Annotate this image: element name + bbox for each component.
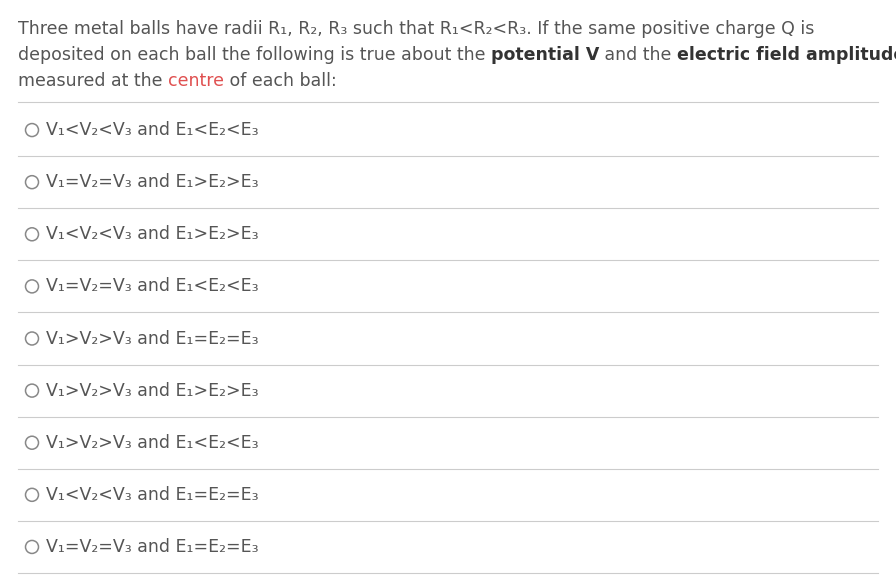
- Text: Three metal balls have radii R₁, R₂, R₃ such that R₁<R₂<R₃. If the same positive: Three metal balls have radii R₁, R₂, R₃ …: [18, 20, 814, 38]
- Text: V₁=V₂=V₃ and E₁<E₂<E₃: V₁=V₂=V₃ and E₁<E₂<E₃: [47, 277, 259, 295]
- Text: electric field amplitude E: electric field amplitude E: [677, 46, 896, 64]
- Text: of each ball:: of each ball:: [224, 72, 337, 90]
- Text: centre: centre: [168, 72, 224, 90]
- Text: V₁<V₂<V₃ and E₁<E₂<E₃: V₁<V₂<V₃ and E₁<E₂<E₃: [47, 121, 259, 139]
- Text: V₁<V₂<V₃ and E₁=E₂=E₃: V₁<V₂<V₃ and E₁=E₂=E₃: [47, 486, 259, 504]
- Text: V₁=V₂=V₃ and E₁>E₂>E₃: V₁=V₂=V₃ and E₁>E₂>E₃: [47, 173, 259, 191]
- Text: V₁>V₂>V₃ and E₁<E₂<E₃: V₁>V₂>V₃ and E₁<E₂<E₃: [47, 434, 259, 451]
- Text: potential V: potential V: [491, 46, 599, 64]
- Text: V₁=V₂=V₃ and E₁=E₂=E₃: V₁=V₂=V₃ and E₁=E₂=E₃: [47, 538, 259, 556]
- Text: measured at the: measured at the: [18, 72, 168, 90]
- Text: V₁>V₂>V₃ and E₁=E₂=E₃: V₁>V₂>V₃ and E₁=E₂=E₃: [47, 329, 259, 347]
- Text: deposited on each ball the following is true about the: deposited on each ball the following is …: [18, 46, 491, 64]
- Text: and the: and the: [599, 46, 677, 64]
- Text: V₁<V₂<V₃ and E₁>E₂>E₃: V₁<V₂<V₃ and E₁>E₂>E₃: [47, 225, 259, 243]
- Text: V₁>V₂>V₃ and E₁>E₂>E₃: V₁>V₂>V₃ and E₁>E₂>E₃: [47, 382, 259, 400]
